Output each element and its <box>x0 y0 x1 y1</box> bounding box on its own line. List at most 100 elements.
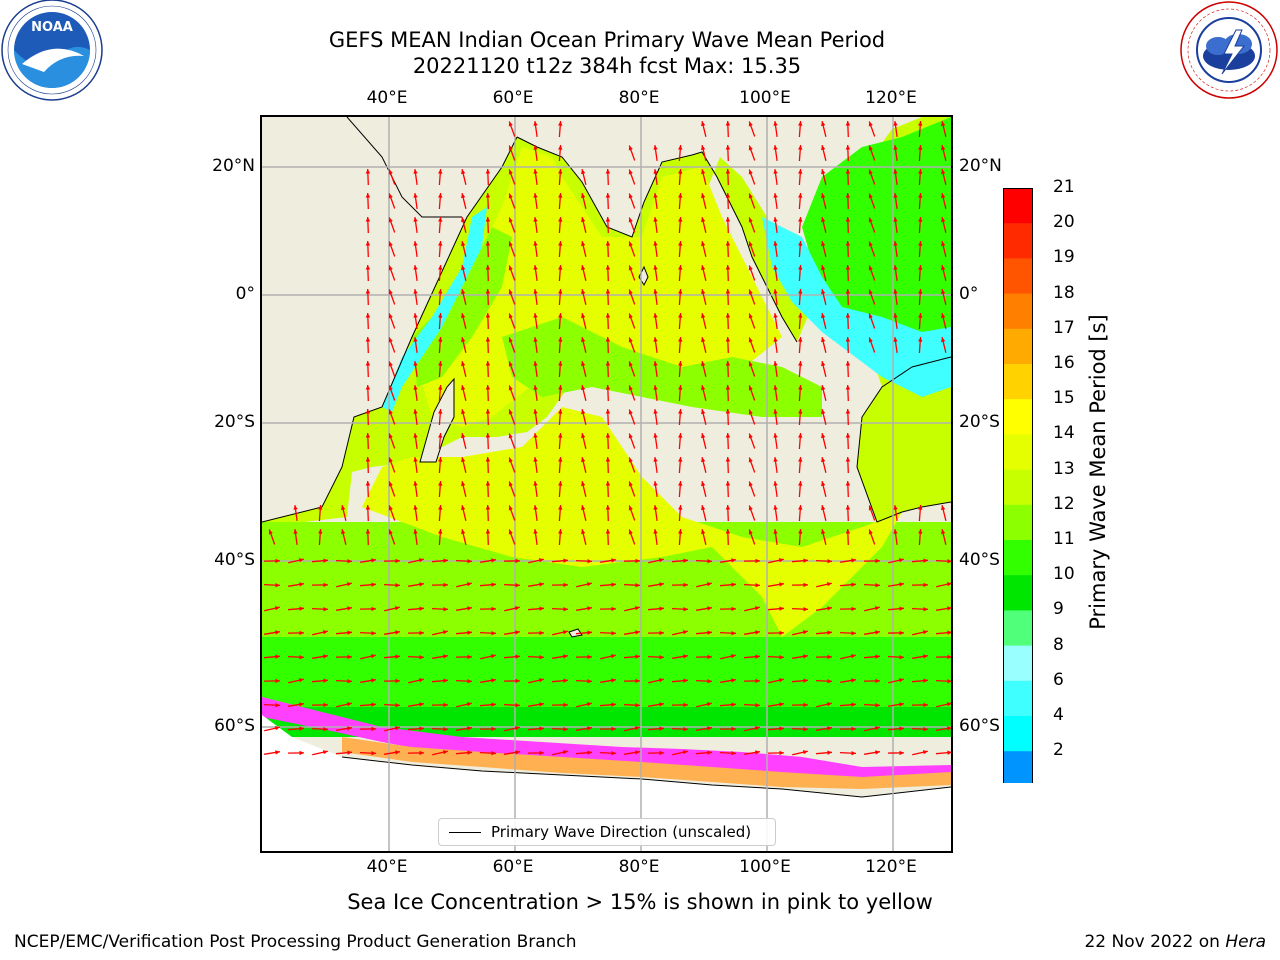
wave-arrow-head <box>701 193 706 199</box>
wave-arrow-head <box>731 631 736 636</box>
wave-arrow-head <box>845 145 851 150</box>
wave-arrow-head <box>508 145 513 151</box>
wave-arrow-head <box>845 217 851 222</box>
wave-arrow-head <box>821 481 826 487</box>
wave-arrow-head <box>323 558 328 563</box>
wave-arrow-head <box>748 505 753 511</box>
wave-arrow-head <box>798 385 803 390</box>
wave-arrow-head <box>461 289 466 295</box>
wave-arrow-head <box>628 457 633 463</box>
wave-arrow-head <box>947 630 951 635</box>
wave-arrow-head <box>371 702 376 707</box>
colorbar-tick-label: 4 <box>1053 705 1064 725</box>
wave-arrow-head <box>299 750 304 756</box>
wave-arrow-head <box>323 654 328 659</box>
north-yellow-band <box>412 147 782 427</box>
wave-arrow-head <box>341 505 346 511</box>
wave-arrow-head <box>581 193 586 199</box>
india-coast <box>516 136 798 343</box>
antarctica-white <box>262 702 951 851</box>
wave-arrow-head <box>725 193 731 198</box>
wave-arrow-head <box>539 655 544 660</box>
wave-arrow-head <box>438 337 443 342</box>
wave-arrow-head <box>558 457 563 462</box>
wave-arrow-head <box>821 241 826 247</box>
wave-arrow-head <box>274 606 280 611</box>
wave-arrow-head <box>802 630 808 635</box>
wave-arrow-head <box>605 385 611 390</box>
wave-arrow-head <box>394 606 400 611</box>
footer-host: Hera <box>1225 932 1266 952</box>
wave-arrow-head <box>467 559 472 564</box>
wave-arrow-head <box>388 313 393 319</box>
wave-arrow-head <box>893 505 898 510</box>
wave-arrow-head <box>798 409 803 414</box>
wave-arrow-head <box>485 289 491 294</box>
wave-arrow-head <box>845 529 851 534</box>
wave-arrow-head <box>365 529 371 534</box>
wave-arrow-head <box>725 433 731 438</box>
wave-arrow-head <box>467 679 472 684</box>
wave-arrow-head <box>773 241 778 246</box>
wave-arrow-head <box>918 169 923 174</box>
wave-arrow-head <box>299 702 304 707</box>
wave-arrow-head <box>821 313 826 319</box>
wave-arrow-head <box>898 678 904 683</box>
wave-arrow-head <box>485 361 491 366</box>
wave-arrow-head <box>323 607 328 612</box>
colorbar-segment <box>1003 258 1033 295</box>
wave-arrow-head <box>659 655 664 660</box>
wave-arrow-head <box>388 385 393 391</box>
wave-arrow-head <box>558 217 563 222</box>
wave-arrow-head <box>395 630 400 635</box>
wave-arrow-head <box>731 558 736 563</box>
wave-arrow-head <box>707 559 712 564</box>
wave-arrow-head <box>371 631 376 636</box>
wave-arrow-head <box>773 433 778 438</box>
wave-arrow-head <box>748 409 753 415</box>
wave-arrow-head <box>485 457 491 462</box>
wave-arrow-head <box>365 481 371 486</box>
wave-arrow-head <box>605 193 611 198</box>
wave-arrow-head <box>347 679 352 684</box>
wave-arrow-head <box>413 289 418 294</box>
wave-arrow-head <box>413 529 418 534</box>
wave-arrow-head <box>490 654 496 659</box>
wave-arrow-head <box>701 529 706 535</box>
wave-arrow-head <box>388 289 393 295</box>
wave-arrow-head <box>508 409 513 415</box>
wave-arrow-head <box>683 558 688 563</box>
wave-arrow-head <box>899 582 904 587</box>
wave-arrow-head <box>413 361 418 366</box>
wave-arrow-head <box>413 409 418 414</box>
wave-arrow-head <box>558 433 563 438</box>
wave-arrow-head <box>635 583 640 588</box>
wave-arrow-head <box>701 433 706 439</box>
tick-label-top-80e: 80°E <box>618 88 660 108</box>
wave-arrow-head <box>678 433 683 438</box>
wave-arrow-head <box>947 606 951 611</box>
colorbar-segment <box>1003 434 1033 471</box>
wave-arrow-head <box>893 217 898 222</box>
wave-arrow-head <box>868 337 873 343</box>
wave-arrow-head <box>779 630 784 636</box>
wave-arrow-head <box>755 558 760 564</box>
wave-arrow-head <box>539 630 544 636</box>
wave-arrow-head <box>748 481 753 487</box>
wave-arrow-head <box>322 630 328 635</box>
wave-arrow-head <box>508 529 513 535</box>
wave-arrow-head <box>508 313 513 319</box>
wave-arrow-head <box>748 193 753 199</box>
colorbar-tick-label: 9 <box>1053 599 1064 620</box>
wave-arrow-head <box>605 529 611 534</box>
wave-arrow-head <box>899 606 904 611</box>
wave-arrow-head <box>683 654 688 659</box>
wave-arrow-head <box>581 529 586 535</box>
wave-arrow-head <box>658 678 664 683</box>
wave-arrow-head <box>347 630 352 635</box>
wave-arrow-head <box>413 169 418 174</box>
tick-label-right-40s: 40°S <box>959 550 1000 570</box>
wave-arrow-head <box>418 678 424 683</box>
wave-arrow-head <box>725 457 731 462</box>
wave-arrow-head <box>533 265 538 270</box>
